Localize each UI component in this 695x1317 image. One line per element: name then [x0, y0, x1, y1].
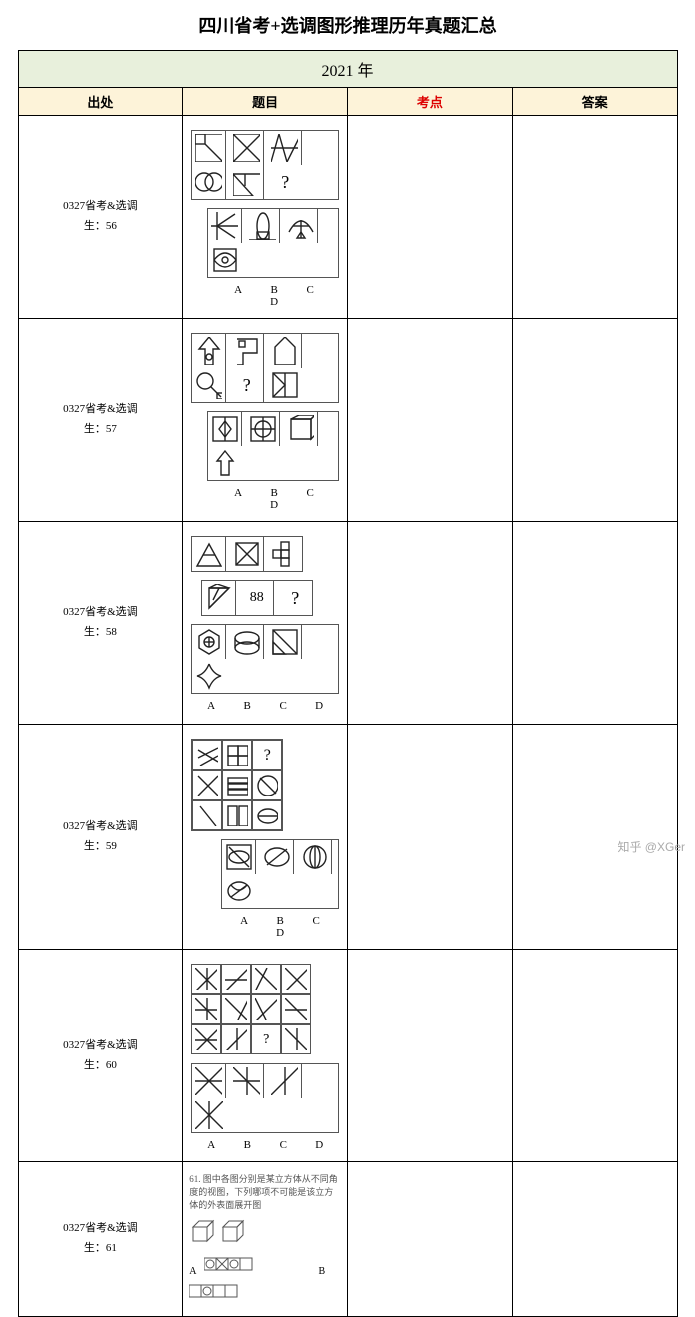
year-row: 2021 年 — [18, 51, 677, 88]
question-cell: 61. 图中各图分别是某立方体从不同角度的视图，下列哪项不可能是该立方体的外表面… — [183, 1162, 348, 1317]
table-row: 0327省考&选调 生：57 ? ABCD — [18, 319, 677, 522]
question-strip-b: 88 ? — [201, 580, 313, 616]
main-table: 2021 年 出处 题目 考点 答案 0327省考&选调 生：56 ? — [18, 50, 678, 1317]
header-point: 考点 — [348, 88, 513, 116]
source-cell: 0327省考&选调 生：61 — [18, 1162, 183, 1317]
header-question: 题目 — [183, 88, 348, 116]
table-row: 0327省考&选调 生：61 61. 图中各图分别是某立方体从不同角度的视图，下… — [18, 1162, 677, 1317]
table-row: 0327省考&选调 生：56 ? ABCD — [18, 116, 677, 319]
header-source: 出处 — [18, 88, 183, 116]
q-mark: ? — [251, 1024, 281, 1054]
watermark: 知乎 @XGer — [617, 838, 685, 855]
table-row: 0327省考&选调 生：58 88 ? — [18, 522, 677, 725]
q-mark: ? — [278, 581, 312, 615]
source-l2: 生：56 — [84, 220, 117, 232]
source-cell: 0327省考&选调 生：60 — [18, 950, 183, 1162]
row61-note: 61. 图中各图分别是某立方体从不同角度的视图，下列哪项不可能是该立方体的外表面… — [189, 1172, 341, 1211]
option-labels: ABCD — [189, 700, 341, 712]
table-row: 0327省考&选调 生：59 ? — [18, 725, 677, 950]
option-labels: ABCD — [207, 284, 341, 308]
q-mark: ? — [252, 740, 282, 770]
question-strip: ? — [191, 333, 339, 403]
extra-88: 88 — [240, 581, 274, 615]
answer-strip — [207, 411, 339, 481]
q-mark: ? — [230, 368, 264, 402]
source-cell: 0327省考&选调 生：58 — [18, 522, 183, 725]
answer-strip — [207, 208, 339, 278]
question-strip: ? — [191, 130, 339, 200]
question-cell: ? — [183, 725, 348, 950]
question-cell: ? ABCD — [183, 319, 348, 522]
q-mark: ? — [268, 165, 302, 199]
table-row: 0327省考&选调 生：60 — [18, 950, 677, 1162]
answer-cell — [512, 116, 677, 319]
year-cell: 2021 年 — [18, 51, 677, 88]
source-l1: 0327省考&选调 — [63, 200, 138, 212]
answer-strip — [191, 624, 339, 694]
3x3-grid: ? — [191, 739, 283, 831]
source-cell: 0327省考&选调 生：57 — [18, 319, 183, 522]
header-answer: 答案 — [512, 88, 677, 116]
4x4-grid: ? — [191, 964, 311, 1054]
question-cell: ? ABCD — [183, 116, 348, 319]
point-cell — [348, 116, 513, 319]
option-labels: ABCD — [219, 915, 341, 939]
question-strip-a — [191, 536, 303, 572]
option-labels: ABCD — [207, 487, 341, 511]
answer-strip — [191, 1063, 339, 1133]
header-row: 出处 题目 考点 答案 — [18, 88, 677, 116]
source-cell: 0327省考&选调 生：56 — [18, 116, 183, 319]
question-cell: ? ABCD — [183, 950, 348, 1162]
source-cell: 0327省考&选调 生：59 — [18, 725, 183, 950]
answer-strip — [221, 839, 339, 909]
option-labels: ABCD — [189, 1139, 341, 1151]
question-cell: 88 ? ABCD — [183, 522, 348, 725]
page-title: 四川省考+选调图形推理历年真题汇总 — [0, 0, 695, 50]
